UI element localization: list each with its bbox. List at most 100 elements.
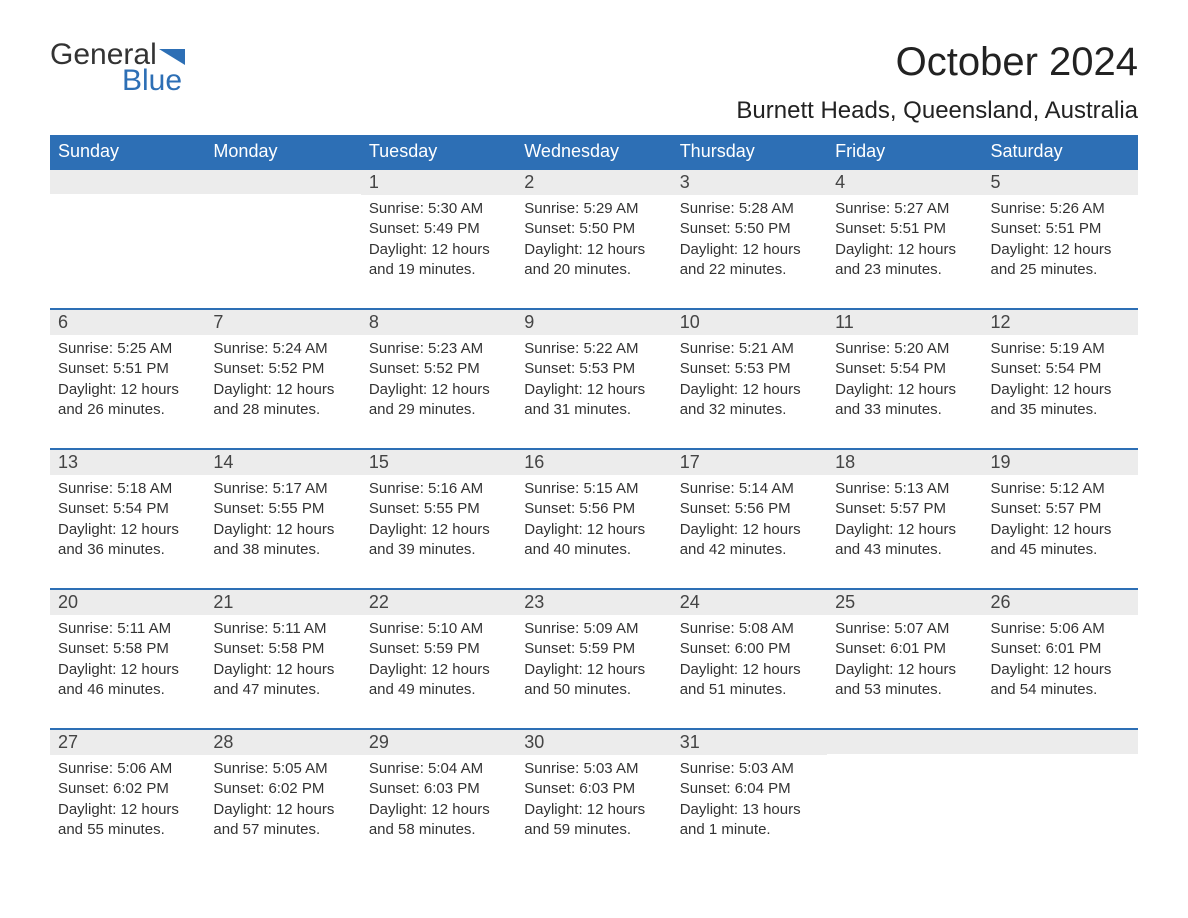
sunrise-line: Sunrise: 5:08 AM bbox=[680, 619, 819, 639]
sunset-line: Sunset: 5:52 PM bbox=[369, 359, 508, 379]
calendar-cell: 25Sunrise: 5:07 AMSunset: 6:01 PMDayligh… bbox=[827, 588, 982, 728]
day-details: Sunrise: 5:15 AMSunset: 5:56 PMDaylight:… bbox=[516, 475, 671, 588]
calendar-cell: 10Sunrise: 5:21 AMSunset: 5:53 PMDayligh… bbox=[672, 308, 827, 448]
day-details: Sunrise: 5:23 AMSunset: 5:52 PMDaylight:… bbox=[361, 335, 516, 448]
calendar-cell: 3Sunrise: 5:28 AMSunset: 5:50 PMDaylight… bbox=[672, 168, 827, 308]
sunset-line: Sunset: 5:59 PM bbox=[524, 639, 663, 659]
daylight-line: Daylight: 12 hours and 58 minutes. bbox=[369, 800, 508, 841]
sunrise-line: Sunrise: 5:09 AM bbox=[524, 619, 663, 639]
day-details: Sunrise: 5:11 AMSunset: 5:58 PMDaylight:… bbox=[50, 615, 205, 728]
daylight-line: Daylight: 12 hours and 46 minutes. bbox=[58, 660, 197, 701]
empty-day-header bbox=[827, 728, 982, 754]
calendar-table: SundayMondayTuesdayWednesdayThursdayFrid… bbox=[50, 135, 1138, 868]
calendar-cell: 9Sunrise: 5:22 AMSunset: 5:53 PMDaylight… bbox=[516, 308, 671, 448]
calendar-cell: 22Sunrise: 5:10 AMSunset: 5:59 PMDayligh… bbox=[361, 588, 516, 728]
empty-day-header bbox=[205, 168, 360, 194]
sunrise-line: Sunrise: 5:11 AM bbox=[213, 619, 352, 639]
calendar-cell: 21Sunrise: 5:11 AMSunset: 5:58 PMDayligh… bbox=[205, 588, 360, 728]
day-details: Sunrise: 5:12 AMSunset: 5:57 PMDaylight:… bbox=[983, 475, 1138, 588]
day-details: Sunrise: 5:11 AMSunset: 5:58 PMDaylight:… bbox=[205, 615, 360, 728]
daylight-line: Daylight: 12 hours and 35 minutes. bbox=[991, 380, 1130, 421]
day-number: 27 bbox=[50, 728, 205, 755]
calendar-cell: 28Sunrise: 5:05 AMSunset: 6:02 PMDayligh… bbox=[205, 728, 360, 868]
sunrise-line: Sunrise: 5:24 AM bbox=[213, 339, 352, 359]
daylight-line: Daylight: 12 hours and 28 minutes. bbox=[213, 380, 352, 421]
day-number: 22 bbox=[361, 588, 516, 615]
empty-day-header bbox=[983, 728, 1138, 754]
empty-day-body bbox=[205, 194, 360, 246]
day-number: 24 bbox=[672, 588, 827, 615]
sunrise-line: Sunrise: 5:25 AM bbox=[58, 339, 197, 359]
sunset-line: Sunset: 5:53 PM bbox=[680, 359, 819, 379]
sunset-line: Sunset: 5:50 PM bbox=[680, 219, 819, 239]
day-number: 31 bbox=[672, 728, 827, 755]
sunrise-line: Sunrise: 5:12 AM bbox=[991, 479, 1130, 499]
calendar-cell bbox=[50, 168, 205, 308]
calendar-week-row: 27Sunrise: 5:06 AMSunset: 6:02 PMDayligh… bbox=[50, 728, 1138, 868]
daylight-line: Daylight: 12 hours and 55 minutes. bbox=[58, 800, 197, 841]
day-details: Sunrise: 5:16 AMSunset: 5:55 PMDaylight:… bbox=[361, 475, 516, 588]
sunset-line: Sunset: 5:55 PM bbox=[369, 499, 508, 519]
day-number: 10 bbox=[672, 308, 827, 335]
day-details: Sunrise: 5:26 AMSunset: 5:51 PMDaylight:… bbox=[983, 195, 1138, 308]
daylight-line: Daylight: 12 hours and 39 minutes. bbox=[369, 520, 508, 561]
sunrise-line: Sunrise: 5:03 AM bbox=[680, 759, 819, 779]
sunrise-line: Sunrise: 5:19 AM bbox=[991, 339, 1130, 359]
day-number: 9 bbox=[516, 308, 671, 335]
daylight-line: Daylight: 12 hours and 45 minutes. bbox=[991, 520, 1130, 561]
calendar-cell: 26Sunrise: 5:06 AMSunset: 6:01 PMDayligh… bbox=[983, 588, 1138, 728]
day-number: 16 bbox=[516, 448, 671, 475]
sunrise-line: Sunrise: 5:27 AM bbox=[835, 199, 974, 219]
daylight-line: Daylight: 12 hours and 43 minutes. bbox=[835, 520, 974, 561]
daylight-line: Daylight: 12 hours and 51 minutes. bbox=[680, 660, 819, 701]
weekday-header: Sunday bbox=[50, 135, 205, 168]
sunrise-line: Sunrise: 5:10 AM bbox=[369, 619, 508, 639]
calendar-week-row: 6Sunrise: 5:25 AMSunset: 5:51 PMDaylight… bbox=[50, 308, 1138, 448]
day-number: 7 bbox=[205, 308, 360, 335]
day-number: 30 bbox=[516, 728, 671, 755]
day-details: Sunrise: 5:24 AMSunset: 5:52 PMDaylight:… bbox=[205, 335, 360, 448]
calendar-cell: 23Sunrise: 5:09 AMSunset: 5:59 PMDayligh… bbox=[516, 588, 671, 728]
brand-logo: General Blue bbox=[50, 40, 185, 96]
daylight-line: Daylight: 12 hours and 31 minutes. bbox=[524, 380, 663, 421]
day-details: Sunrise: 5:03 AMSunset: 6:03 PMDaylight:… bbox=[516, 755, 671, 868]
calendar-cell: 14Sunrise: 5:17 AMSunset: 5:55 PMDayligh… bbox=[205, 448, 360, 588]
sunrise-line: Sunrise: 5:23 AM bbox=[369, 339, 508, 359]
sunrise-line: Sunrise: 5:04 AM bbox=[369, 759, 508, 779]
day-number: 19 bbox=[983, 448, 1138, 475]
weekday-header: Saturday bbox=[983, 135, 1138, 168]
sunrise-line: Sunrise: 5:26 AM bbox=[991, 199, 1130, 219]
calendar-cell: 31Sunrise: 5:03 AMSunset: 6:04 PMDayligh… bbox=[672, 728, 827, 868]
calendar-cell: 30Sunrise: 5:03 AMSunset: 6:03 PMDayligh… bbox=[516, 728, 671, 868]
daylight-line: Daylight: 12 hours and 29 minutes. bbox=[369, 380, 508, 421]
calendar-cell: 15Sunrise: 5:16 AMSunset: 5:55 PMDayligh… bbox=[361, 448, 516, 588]
day-details: Sunrise: 5:13 AMSunset: 5:57 PMDaylight:… bbox=[827, 475, 982, 588]
sunset-line: Sunset: 5:54 PM bbox=[835, 359, 974, 379]
daylight-line: Daylight: 12 hours and 57 minutes. bbox=[213, 800, 352, 841]
sunset-line: Sunset: 6:03 PM bbox=[524, 779, 663, 799]
sunrise-line: Sunrise: 5:20 AM bbox=[835, 339, 974, 359]
sunset-line: Sunset: 6:02 PM bbox=[58, 779, 197, 799]
day-number: 29 bbox=[361, 728, 516, 755]
day-details: Sunrise: 5:30 AMSunset: 5:49 PMDaylight:… bbox=[361, 195, 516, 308]
calendar-cell: 12Sunrise: 5:19 AMSunset: 5:54 PMDayligh… bbox=[983, 308, 1138, 448]
day-details: Sunrise: 5:08 AMSunset: 6:00 PMDaylight:… bbox=[672, 615, 827, 728]
day-number: 20 bbox=[50, 588, 205, 615]
sunset-line: Sunset: 6:01 PM bbox=[991, 639, 1130, 659]
sunset-line: Sunset: 5:51 PM bbox=[58, 359, 197, 379]
day-details: Sunrise: 5:06 AMSunset: 6:02 PMDaylight:… bbox=[50, 755, 205, 868]
day-number: 17 bbox=[672, 448, 827, 475]
sunset-line: Sunset: 5:50 PM bbox=[524, 219, 663, 239]
sunrise-line: Sunrise: 5:05 AM bbox=[213, 759, 352, 779]
sunset-line: Sunset: 5:52 PM bbox=[213, 359, 352, 379]
month-title: October 2024 bbox=[736, 40, 1138, 85]
day-number: 21 bbox=[205, 588, 360, 615]
day-number: 3 bbox=[672, 168, 827, 195]
title-block: October 2024 Burnett Heads, Queensland, … bbox=[736, 40, 1138, 125]
calendar-week-row: 13Sunrise: 5:18 AMSunset: 5:54 PMDayligh… bbox=[50, 448, 1138, 588]
calendar-week-row: 20Sunrise: 5:11 AMSunset: 5:58 PMDayligh… bbox=[50, 588, 1138, 728]
day-number: 25 bbox=[827, 588, 982, 615]
day-details: Sunrise: 5:19 AMSunset: 5:54 PMDaylight:… bbox=[983, 335, 1138, 448]
calendar-cell: 17Sunrise: 5:14 AMSunset: 5:56 PMDayligh… bbox=[672, 448, 827, 588]
calendar-cell: 18Sunrise: 5:13 AMSunset: 5:57 PMDayligh… bbox=[827, 448, 982, 588]
